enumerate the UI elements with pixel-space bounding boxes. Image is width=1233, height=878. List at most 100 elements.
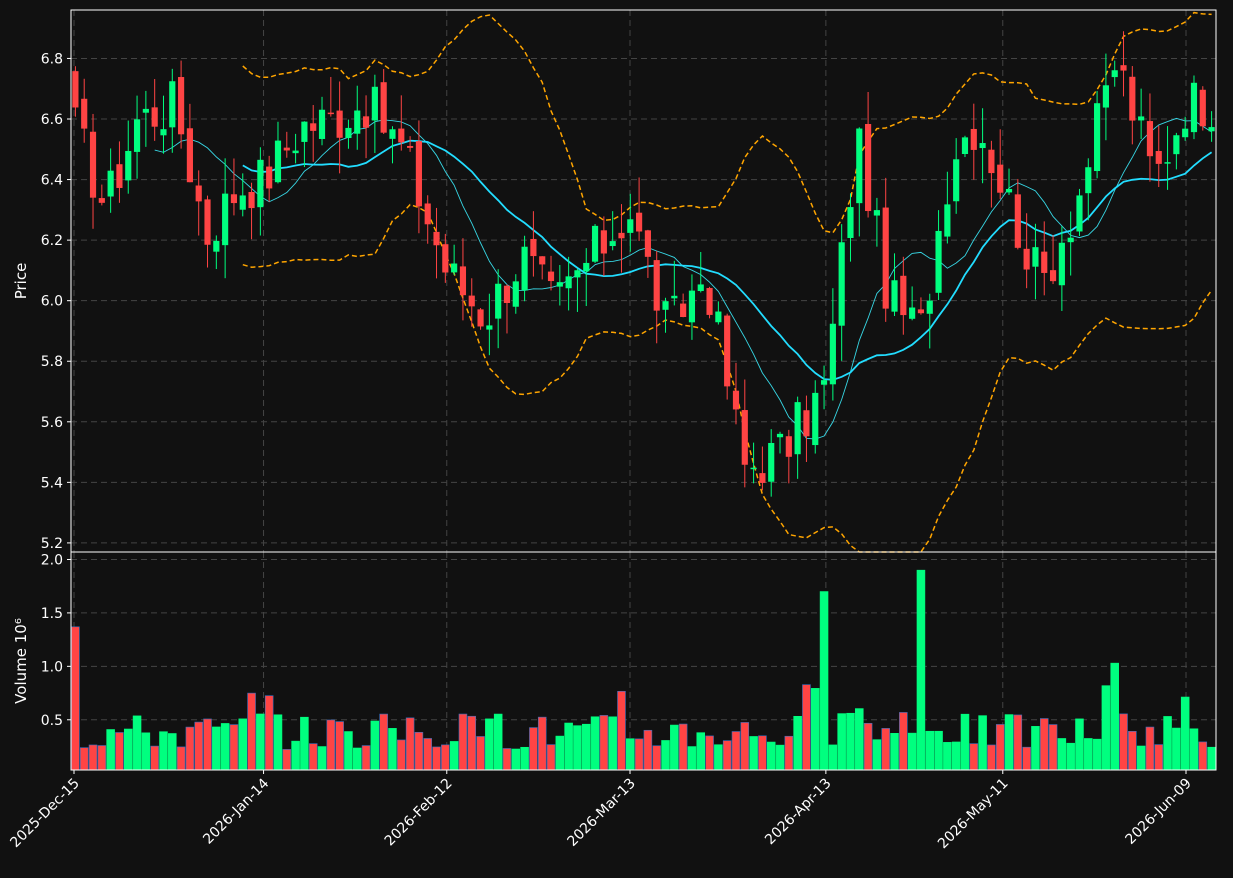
candle-body [116, 164, 123, 188]
candle-body [865, 124, 872, 212]
candle-body [98, 198, 105, 203]
volume-bar [247, 692, 256, 771]
volume-bar [890, 733, 899, 771]
price-y-tick-labels: 5.2 5.4 5.6 5.8 6.0 6.2 6.4 6.6 6.8 [41, 51, 71, 552]
volume-bar [943, 742, 952, 771]
volume-bar [722, 740, 732, 771]
candle-body [318, 109, 326, 139]
candle-body [803, 410, 810, 437]
candle-body [266, 166, 273, 189]
candle-body [697, 284, 704, 292]
volume-panel-frame [70, 551, 1217, 771]
volume-bar [626, 738, 635, 771]
candle-body [257, 159, 264, 208]
candle-body [882, 207, 889, 309]
candle-body [785, 436, 792, 457]
volume-bar [106, 729, 115, 771]
volume-bar [185, 726, 195, 771]
candle-body [600, 230, 607, 254]
volume-bar [1163, 716, 1172, 771]
price-tick-label: 5.8 [41, 354, 63, 370]
candle-body [627, 219, 634, 233]
price-tick-label: 5.6 [41, 415, 63, 431]
volume-bar [687, 746, 697, 771]
candle-body [724, 315, 731, 387]
volume-bar [317, 746, 327, 771]
volume-bar [79, 747, 89, 771]
candle-body [979, 143, 986, 149]
candle-body [1146, 121, 1154, 157]
candle-body [495, 283, 502, 319]
volume-tick-label: 0.5 [41, 713, 63, 729]
candle-body [873, 210, 880, 216]
volume-bar [696, 732, 706, 771]
candle-body [389, 129, 396, 139]
candle-body [583, 262, 590, 272]
volume-bar [617, 690, 626, 771]
candle-body [424, 203, 431, 225]
candle-body [451, 263, 458, 273]
candle-body [380, 82, 387, 133]
candle-body [961, 137, 969, 155]
candle-body [1049, 270, 1057, 282]
volume-bar [599, 715, 609, 771]
volume-bar [705, 735, 714, 771]
candle-body [547, 271, 555, 282]
candle-body [81, 98, 88, 129]
candle-body [362, 116, 370, 128]
volume-bar [115, 732, 124, 771]
candle-body [1111, 70, 1118, 78]
volume-bar [220, 723, 230, 771]
candle-body [151, 107, 158, 127]
volume-bar [784, 735, 794, 771]
candle-body [618, 232, 625, 239]
volume-bar [995, 724, 1005, 771]
candle-body [944, 204, 951, 237]
volume-bar [326, 719, 336, 771]
candle-body [459, 266, 467, 296]
candle-body [371, 86, 378, 121]
volume-bar [256, 713, 265, 771]
x-tick-label: 2026-Feb-12 [382, 776, 456, 850]
price-tick-label: 6.4 [41, 173, 63, 189]
candle-body [1067, 237, 1074, 243]
volume-bar [1022, 746, 1031, 771]
long-moving-average-line [242, 139, 1213, 381]
candle-body [1102, 85, 1109, 108]
volume-bar [423, 738, 432, 771]
volume-bar [749, 736, 758, 771]
volume-bar [388, 728, 397, 771]
candle-body [909, 307, 916, 319]
candle-body [820, 380, 828, 385]
volume-bar [1189, 728, 1199, 771]
price-tick-label: 5.2 [41, 536, 63, 552]
x-tick-label: 2026-Jan-14 [200, 775, 272, 847]
candle-body [556, 282, 563, 287]
volume-bar [308, 743, 318, 771]
candle-body [1094, 103, 1101, 172]
candle-body [1190, 82, 1198, 133]
volume-bar [282, 749, 292, 771]
volume-bar [441, 744, 450, 771]
volume-bar [529, 727, 538, 771]
candle-body [142, 108, 149, 113]
volume-bar [793, 715, 802, 771]
candle-body [776, 433, 784, 438]
candle-body [169, 81, 176, 128]
candle-body [856, 128, 863, 204]
candle-body [706, 288, 713, 315]
volume-bar [581, 723, 591, 771]
volume-bar [520, 746, 529, 771]
volume-bar [907, 732, 917, 771]
candle-body [636, 212, 643, 232]
volume-bar [573, 725, 582, 771]
price-tick-label: 6.0 [41, 294, 63, 310]
price-panel: 5.2 5.4 5.6 5.8 6.0 6.2 6.4 6.6 6.8 Price [12, 9, 1217, 553]
volume-bar [634, 738, 644, 771]
volume-bar [159, 731, 168, 771]
candle-body [539, 256, 546, 265]
volume-bar [775, 744, 785, 771]
x-tick-label: 2026-Apr-13 [762, 776, 835, 849]
candle-body [345, 127, 352, 139]
candle-body [133, 119, 141, 152]
